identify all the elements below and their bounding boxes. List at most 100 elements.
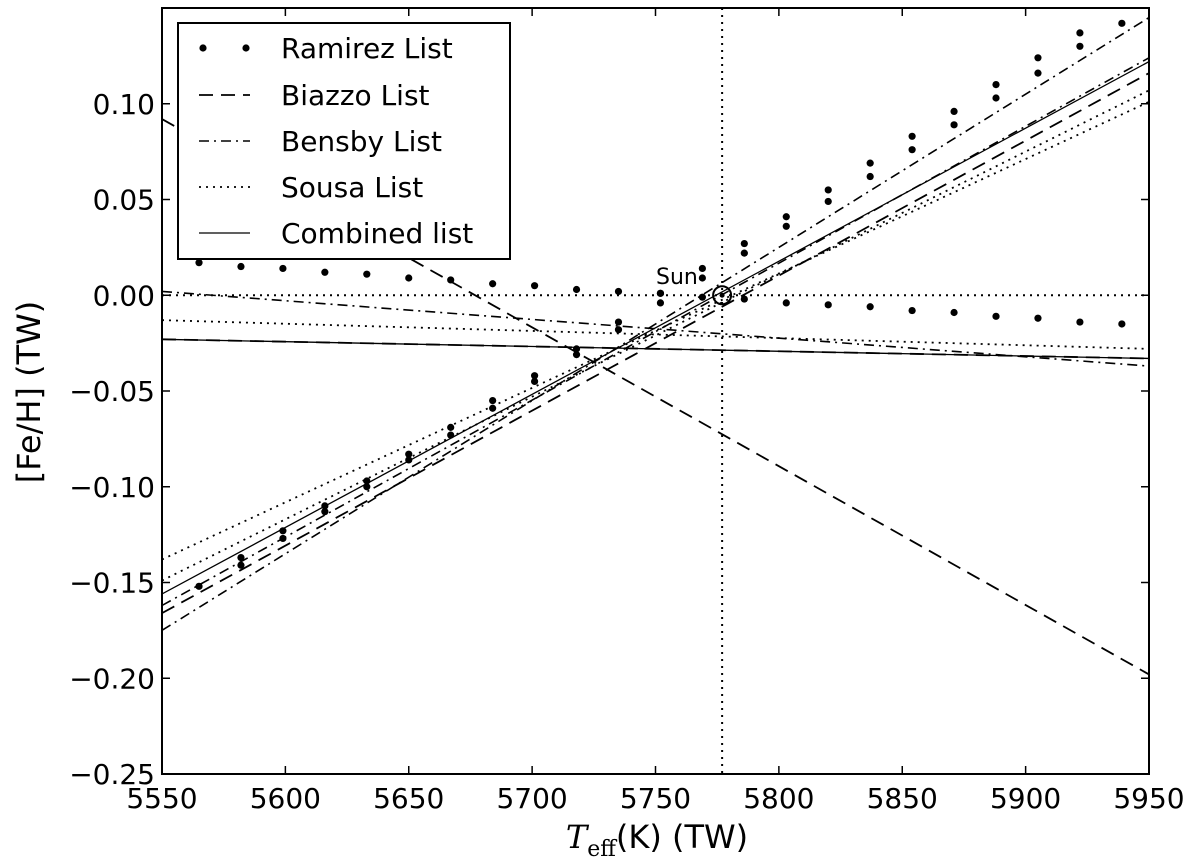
legend-sample-ramirez <box>199 44 207 52</box>
bensby-list-fit-line <box>162 290 1149 367</box>
x-axis-label: Teff(K) (TW) <box>566 818 748 862</box>
ramirez-point <box>279 264 287 273</box>
ramirez-point <box>1034 69 1042 77</box>
ramirez-point <box>950 121 958 129</box>
x-tick-label: 5850 <box>867 782 938 815</box>
sun-label: Sun <box>656 265 698 290</box>
y-tick-label: −0.10 <box>69 471 155 504</box>
ramirez-point <box>572 285 581 294</box>
ramirez-point <box>950 308 958 317</box>
ramirez-point <box>1118 320 1126 328</box>
x-tick-label: 5750 <box>620 782 691 815</box>
bensby-list-fit-line <box>162 16 1149 632</box>
y-tick-label: −0.20 <box>69 662 155 695</box>
ramirez-point <box>908 306 916 315</box>
ramirez-point <box>489 404 497 412</box>
ramirez-point <box>237 262 245 271</box>
ramirez-point <box>782 299 790 307</box>
ramirez-point <box>824 186 832 194</box>
ramirez-point <box>195 259 203 267</box>
ramirez-point <box>740 249 748 257</box>
ramirez-point <box>824 197 832 206</box>
ramirez-point <box>237 561 245 569</box>
legend-sample-ramirez <box>242 44 250 52</box>
ramirez-point <box>1034 314 1042 322</box>
ramirez-point <box>405 450 413 458</box>
combined-list-fit-line <box>162 61 1149 595</box>
ramirez-point <box>698 293 706 301</box>
biazzo-list-fit-line <box>162 72 1149 614</box>
ramirez-point <box>908 132 916 140</box>
legend-samples <box>199 44 250 234</box>
x-tick-label: 5600 <box>250 782 321 815</box>
sun-marker-dot <box>719 292 725 298</box>
ramirez-point <box>279 527 287 535</box>
ramirez-point <box>782 222 790 230</box>
ramirez-point <box>698 274 706 282</box>
ramirez-point <box>614 287 623 296</box>
sousa-list-fit-line <box>162 89 1149 582</box>
y-tick-label: 0.00 <box>93 279 155 312</box>
legend-label-ramirez: Ramirez List <box>281 32 453 65</box>
ramirez-point <box>950 107 958 116</box>
ramirez-point <box>866 159 874 167</box>
y-tick-label: −0.05 <box>69 375 155 408</box>
x-tick-label: 5950 <box>1113 782 1184 815</box>
y-tick-label: −0.15 <box>69 567 155 600</box>
y-tick-label: −0.25 <box>69 758 155 791</box>
x-axis-label-symbol: T <box>566 818 590 856</box>
ramirez-point <box>1076 29 1084 37</box>
x-axis-label-subscript: eff <box>587 837 617 862</box>
ramirez-point <box>614 318 623 326</box>
ramirez-point <box>698 264 706 273</box>
legend-label-bensby: Bensby List <box>281 125 442 158</box>
ramirez-point <box>908 146 916 154</box>
ramirez-point <box>866 172 874 181</box>
ramirez-point <box>782 213 790 221</box>
ramirez-point <box>656 289 665 297</box>
x-tick-label: 5550 <box>126 782 197 815</box>
x-tick-label: 5650 <box>373 782 444 815</box>
combined-list-fit-line <box>162 338 1149 360</box>
y-tick-label: 0.10 <box>93 88 155 121</box>
x-tick-label: 5800 <box>743 782 814 815</box>
ramirez-point <box>740 295 748 303</box>
ramirez-point <box>1076 42 1084 50</box>
ramirez-point <box>866 303 874 311</box>
ramirez-point <box>614 326 623 334</box>
x-tick-label: 5700 <box>496 782 567 815</box>
x-axis-label-unit: (K) (TW) <box>616 818 748 856</box>
ramirez-point <box>740 239 748 248</box>
axis-ticks: 5550 5600 5650 5700 5750 5800 5850 5900 5950 −0.2… <box>69 8 1185 815</box>
y-axis-label: [Fe/H] (TW) <box>10 301 48 483</box>
bensby-list-fit-line <box>162 57 1149 607</box>
ramirez-point <box>1076 318 1084 326</box>
ramirez-point <box>992 312 1000 320</box>
ramirez-point <box>1034 54 1042 62</box>
legend-label-combined: Combined list <box>281 217 473 250</box>
ramirez-point <box>489 280 497 288</box>
ramirez-point <box>237 554 245 562</box>
legend-label-biazzo: Biazzo List <box>281 79 430 112</box>
ramirez-point <box>405 274 413 282</box>
legend: Ramirez List Biazzo List Bensby List Sou… <box>177 22 511 260</box>
ramirez-point <box>824 301 832 309</box>
ramirez-point <box>530 372 539 380</box>
ramirez-point <box>321 508 329 516</box>
ramirez-point <box>572 351 581 359</box>
ramirez-point <box>992 81 1000 89</box>
ramirez-point <box>489 396 497 405</box>
ramirez-point <box>1118 19 1126 27</box>
y-tick-label: 0.05 <box>93 184 155 217</box>
ramirez-point <box>992 94 1000 102</box>
ramirez-point <box>363 270 371 278</box>
legend-box <box>177 22 511 260</box>
x-tick-label: 5900 <box>990 782 1061 815</box>
ramirez-point <box>321 268 329 276</box>
ramirez-point <box>530 377 539 386</box>
sun-marker-ring <box>712 285 733 306</box>
ramirez-point <box>656 299 665 307</box>
legend-label-sousa: Sousa List <box>281 171 423 204</box>
ramirez-point <box>530 282 539 290</box>
